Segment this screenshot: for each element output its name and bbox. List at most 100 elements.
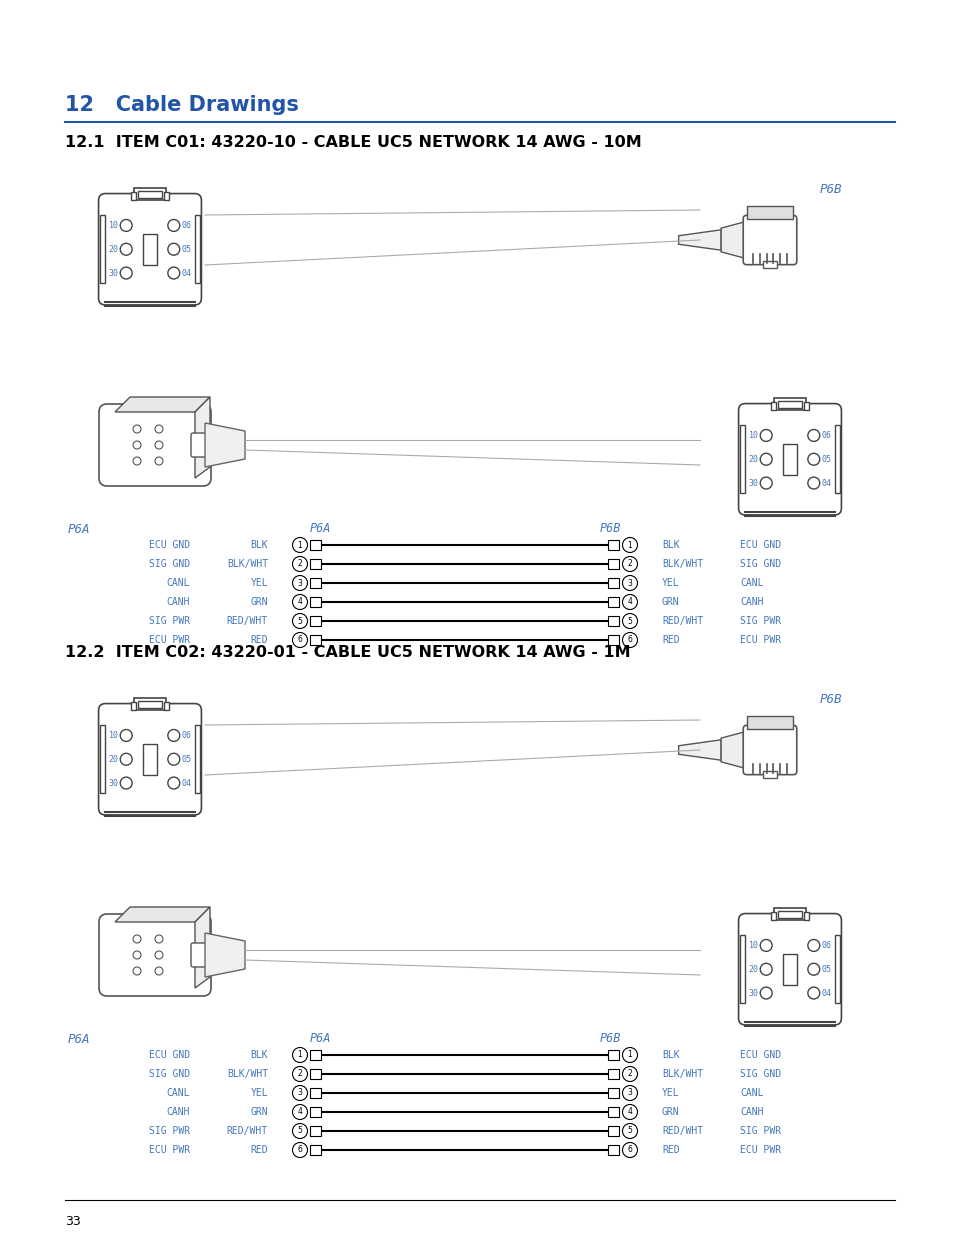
Text: CANH: CANH (740, 1107, 762, 1116)
Text: 5: 5 (627, 1126, 632, 1135)
Circle shape (760, 430, 771, 441)
FancyBboxPatch shape (738, 914, 841, 1025)
Circle shape (293, 594, 307, 610)
Text: CANH: CANH (167, 597, 190, 606)
Text: 05: 05 (821, 454, 831, 464)
Circle shape (293, 1047, 307, 1062)
Text: 6: 6 (297, 1146, 302, 1155)
Text: ECU PWR: ECU PWR (740, 1145, 781, 1155)
Text: RED/WHT: RED/WHT (227, 1126, 268, 1136)
Polygon shape (205, 424, 245, 467)
Bar (138, 701, 162, 708)
Text: 2: 2 (297, 559, 302, 568)
Circle shape (154, 935, 163, 944)
Bar (608, 635, 618, 645)
Text: RED: RED (661, 1145, 679, 1155)
Circle shape (760, 963, 771, 976)
Bar (163, 191, 169, 200)
Circle shape (154, 951, 163, 960)
Bar (310, 540, 321, 550)
Bar (310, 1126, 321, 1136)
Text: 30: 30 (748, 478, 758, 488)
Text: BLK: BLK (250, 540, 268, 550)
Circle shape (120, 267, 132, 279)
Circle shape (293, 1086, 307, 1100)
Circle shape (154, 457, 163, 466)
Text: ECU PWR: ECU PWR (740, 635, 781, 645)
Circle shape (807, 987, 819, 999)
Text: 3: 3 (297, 1088, 302, 1098)
Polygon shape (678, 740, 720, 761)
Text: 6: 6 (297, 636, 302, 645)
Text: 3: 3 (297, 578, 302, 588)
Bar (608, 578, 618, 588)
Bar (608, 1088, 618, 1098)
Bar (310, 559, 321, 569)
Bar (802, 911, 808, 920)
Text: ECU PWR: ECU PWR (149, 635, 190, 645)
Bar (762, 262, 776, 268)
Text: 06: 06 (821, 431, 831, 440)
Text: BLK: BLK (661, 1050, 679, 1060)
Circle shape (807, 963, 819, 976)
Circle shape (807, 453, 819, 466)
Polygon shape (115, 906, 210, 923)
Bar (782, 443, 796, 474)
Text: 05: 05 (181, 755, 192, 763)
Text: P6A: P6A (309, 522, 331, 536)
Circle shape (168, 267, 179, 279)
Circle shape (154, 425, 163, 433)
Polygon shape (720, 221, 746, 258)
Text: ECU GND: ECU GND (740, 1050, 781, 1060)
Text: CANL: CANL (167, 1088, 190, 1098)
Circle shape (293, 557, 307, 572)
Circle shape (154, 441, 163, 450)
Bar (310, 635, 321, 645)
Text: 20: 20 (109, 245, 118, 253)
Circle shape (132, 967, 141, 974)
Text: BLK/WHT: BLK/WHT (661, 559, 702, 569)
Circle shape (120, 220, 132, 231)
Text: CANH: CANH (740, 597, 762, 606)
Text: P6B: P6B (598, 1032, 620, 1046)
Text: BLK/WHT: BLK/WHT (661, 1070, 702, 1079)
Circle shape (622, 1142, 637, 1157)
Bar (770, 911, 776, 920)
Text: 2: 2 (627, 559, 632, 568)
Polygon shape (746, 206, 793, 219)
Text: 4: 4 (627, 1108, 632, 1116)
Circle shape (293, 632, 307, 647)
Text: P6A: P6A (68, 1032, 91, 1046)
Text: P6A: P6A (309, 1032, 331, 1046)
Text: RED/WHT: RED/WHT (661, 1126, 702, 1136)
Text: 3: 3 (627, 1088, 632, 1098)
Circle shape (622, 576, 637, 590)
Circle shape (168, 730, 179, 741)
Bar (163, 701, 169, 710)
Bar (608, 616, 618, 626)
Text: 04: 04 (821, 478, 831, 488)
Text: 20: 20 (109, 755, 118, 763)
Circle shape (622, 557, 637, 572)
Circle shape (807, 430, 819, 441)
Text: SIG PWR: SIG PWR (740, 1126, 781, 1136)
Circle shape (622, 1104, 637, 1119)
Bar (834, 935, 839, 1003)
Circle shape (622, 1067, 637, 1082)
Circle shape (807, 477, 819, 489)
Bar (310, 1145, 321, 1155)
Text: 20: 20 (748, 454, 758, 464)
Text: 12   Cable Drawings: 12 Cable Drawings (65, 95, 298, 115)
Text: 2: 2 (297, 1070, 302, 1078)
Bar (143, 743, 156, 774)
Circle shape (760, 940, 771, 951)
Text: 1: 1 (627, 1051, 632, 1060)
Bar (802, 401, 808, 410)
Polygon shape (115, 396, 210, 412)
Bar (608, 1070, 618, 1079)
Bar (310, 578, 321, 588)
FancyBboxPatch shape (742, 215, 796, 264)
Text: SIG GND: SIG GND (740, 1070, 781, 1079)
Circle shape (622, 537, 637, 552)
Text: 3: 3 (627, 578, 632, 588)
